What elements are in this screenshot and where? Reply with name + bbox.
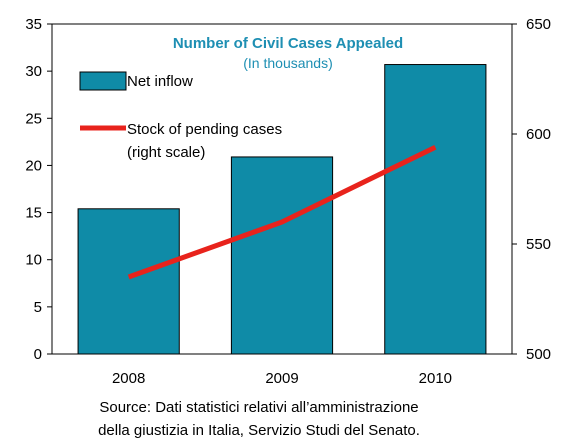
- right-tick-label: 650: [526, 16, 551, 33]
- chart-subtitle: (In thousands): [243, 55, 333, 71]
- x-tick-label: 2010: [419, 370, 452, 387]
- bar-net-inflow: [384, 64, 487, 355]
- x-tick-label: 2008: [112, 370, 145, 387]
- left-tick-label: 0: [34, 346, 42, 363]
- source-line-1: Source: Dati statistici relativi all’amm…: [99, 399, 418, 416]
- x-axis-ticks: 2008 2009 2010: [112, 370, 452, 387]
- bar-net-inflow: [230, 156, 334, 355]
- right-axis-ticks: 500 550 600 650: [512, 16, 551, 363]
- legend-swatch-net-inflow: [79, 71, 127, 91]
- chart-title: Number of Civil Cases Appealed: [173, 35, 403, 52]
- left-axis-ticks: 0 5 10 15 20 25 30 35: [25, 16, 52, 363]
- line-stock-pending-cases: [127, 144, 437, 280]
- source-line-2: della giustizia in Italia, Servizio Stud…: [98, 422, 420, 439]
- line-layer: [127, 144, 437, 280]
- legend-label-stock-line1: Stock of pending cases: [127, 121, 282, 138]
- x-tick-label: 2009: [265, 370, 298, 387]
- left-tick-label: 25: [25, 110, 42, 127]
- left-tick-label: 10: [25, 252, 42, 269]
- bar-net-inflow: [77, 208, 180, 355]
- legend-label-net-inflow: Net inflow: [127, 73, 193, 90]
- left-tick-label: 30: [25, 63, 42, 80]
- right-tick-label: 550: [526, 236, 551, 253]
- legend: Net inflow Stock of pending cases (right…: [79, 71, 282, 161]
- left-tick-label: 20: [25, 157, 42, 174]
- legend-label-stock-line2: (right scale): [127, 144, 205, 161]
- left-tick-label: 35: [25, 16, 42, 33]
- bars: [77, 64, 487, 355]
- right-tick-label: 600: [526, 126, 551, 143]
- left-tick-label: 15: [25, 205, 42, 222]
- left-tick-label: 5: [34, 299, 42, 316]
- right-tick-label: 500: [526, 346, 551, 363]
